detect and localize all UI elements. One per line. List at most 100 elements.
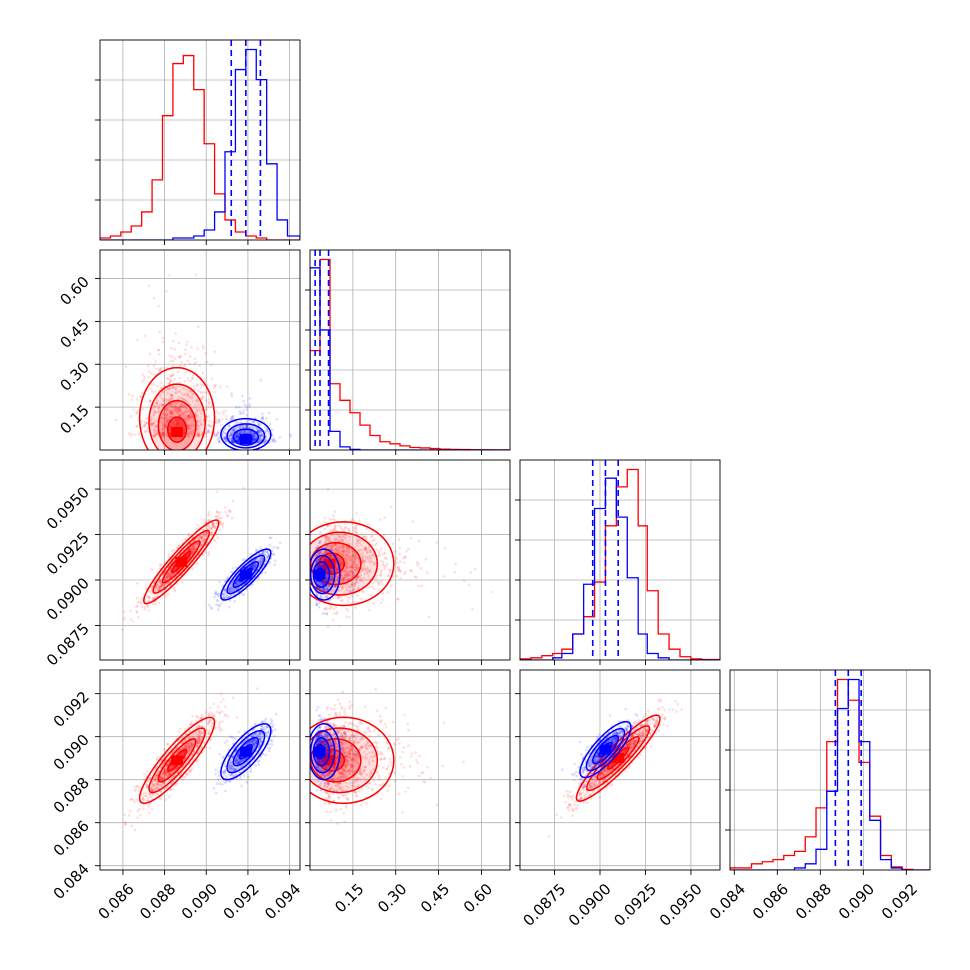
scatter-point bbox=[254, 550, 258, 553]
scatter-point bbox=[166, 407, 170, 411]
scatter-point bbox=[161, 434, 164, 438]
scatter-point bbox=[176, 406, 179, 410]
scatter-point bbox=[339, 550, 343, 554]
scatter-point bbox=[197, 424, 200, 428]
scatter-point bbox=[258, 552, 262, 555]
scatter-point bbox=[364, 550, 368, 553]
scatter-point bbox=[352, 528, 356, 532]
scatter-point bbox=[334, 526, 337, 530]
scatter-point bbox=[318, 550, 322, 554]
scatter-point bbox=[197, 389, 200, 393]
scatter-point bbox=[344, 526, 347, 530]
scatter-point bbox=[235, 435, 239, 438]
scatter-point bbox=[274, 559, 277, 562]
scatter-point bbox=[189, 415, 193, 419]
scatter-point bbox=[218, 712, 221, 715]
scatter-point bbox=[202, 532, 205, 536]
scatter-point bbox=[324, 608, 328, 611]
scatter-point bbox=[222, 437, 226, 441]
scatter-point bbox=[320, 595, 323, 598]
scatter-point bbox=[241, 487, 245, 490]
scatter-point bbox=[166, 366, 169, 369]
scatter-point bbox=[332, 539, 335, 542]
scatter-point bbox=[267, 431, 271, 434]
scatter-point bbox=[426, 571, 429, 574]
scatter-point bbox=[222, 596, 226, 600]
scatter-point bbox=[245, 424, 249, 428]
scatter-point bbox=[329, 554, 333, 558]
scatter-point bbox=[345, 553, 348, 557]
histogram-blue-series bbox=[520, 477, 720, 660]
scatter-point bbox=[333, 612, 337, 615]
scatter-point bbox=[255, 548, 258, 551]
scatter-point bbox=[237, 580, 240, 584]
scatter-point bbox=[354, 568, 357, 572]
scatter-point bbox=[204, 551, 207, 554]
scatter-point bbox=[191, 547, 194, 551]
scatter-point bbox=[323, 551, 326, 555]
scatter-point bbox=[350, 556, 354, 559]
scatter-point bbox=[366, 566, 369, 570]
scatter-point bbox=[318, 601, 321, 605]
scatter-point bbox=[136, 424, 139, 428]
scatter-point bbox=[324, 586, 328, 590]
scatter-point bbox=[187, 402, 190, 405]
scatter-point bbox=[251, 563, 255, 567]
scatter-point bbox=[329, 548, 333, 551]
scatter-point bbox=[237, 440, 240, 443]
scatter-point bbox=[336, 579, 340, 582]
scatter-point bbox=[345, 561, 349, 564]
scatter-point bbox=[168, 354, 171, 357]
scatter-point bbox=[230, 590, 234, 593]
scatter-point bbox=[239, 420, 242, 423]
scatter-point bbox=[316, 545, 319, 548]
scatter-point bbox=[250, 565, 253, 568]
scatter-point bbox=[338, 624, 341, 628]
scatter-point bbox=[155, 429, 158, 433]
scatter-point bbox=[368, 550, 372, 553]
scatter-point bbox=[365, 551, 369, 555]
scatter-point bbox=[228, 590, 232, 593]
scatter-point bbox=[167, 553, 171, 556]
scatter-point bbox=[161, 337, 165, 340]
scatter-point bbox=[215, 510, 219, 513]
scatter-point bbox=[170, 395, 174, 398]
scatter-point bbox=[179, 409, 182, 412]
scatter-point bbox=[182, 411, 186, 415]
scatter-point bbox=[186, 553, 190, 556]
scatter-point bbox=[363, 566, 366, 570]
scatter-point bbox=[375, 548, 379, 551]
scatter-point bbox=[454, 563, 457, 566]
scatter-point bbox=[179, 364, 182, 367]
scatter-point bbox=[316, 564, 320, 568]
density-peak bbox=[239, 569, 252, 580]
scatter-point bbox=[196, 432, 199, 435]
scatter-point bbox=[158, 579, 162, 582]
scatter-point bbox=[343, 574, 347, 577]
scatter-point bbox=[179, 410, 183, 413]
scatter-point bbox=[159, 368, 162, 371]
scatter-point bbox=[215, 410, 218, 413]
scatter-point bbox=[241, 394, 244, 398]
scatter-point bbox=[327, 537, 331, 540]
scatter-point bbox=[169, 424, 172, 428]
scatter-point bbox=[345, 574, 349, 577]
scatter-point bbox=[407, 547, 410, 551]
scatter-point bbox=[253, 432, 256, 435]
scatter-point bbox=[255, 549, 259, 553]
scatter-point bbox=[175, 421, 179, 425]
scatter-point bbox=[427, 615, 431, 619]
scatter-point bbox=[362, 576, 366, 580]
scatter-point bbox=[346, 609, 350, 612]
scatter-point bbox=[361, 580, 364, 583]
scatter-point bbox=[329, 548, 333, 551]
scatter-point bbox=[187, 426, 191, 430]
scatter-point bbox=[143, 420, 147, 424]
scatter-point bbox=[158, 579, 162, 583]
scatter-point bbox=[351, 571, 355, 574]
scatter-point bbox=[180, 422, 183, 425]
scatter-point bbox=[136, 408, 140, 412]
scatter-point bbox=[149, 372, 153, 375]
scatter-point bbox=[233, 600, 236, 603]
scatter-point bbox=[205, 531, 208, 534]
